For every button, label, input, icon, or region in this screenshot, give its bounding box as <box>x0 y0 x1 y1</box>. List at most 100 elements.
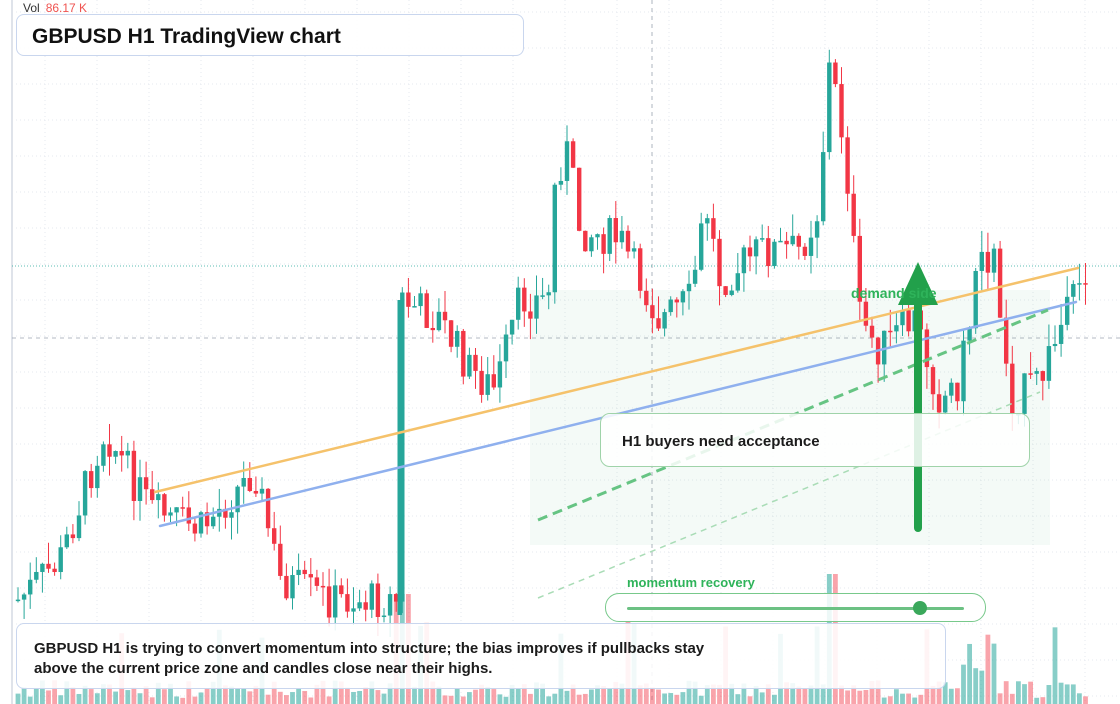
candle <box>570 138 576 169</box>
candle <box>101 441 106 472</box>
volume-bar <box>515 688 521 704</box>
momentum-label: momentum recovery <box>627 575 755 590</box>
candle <box>503 324 509 379</box>
candle-body <box>674 299 679 303</box>
candle-body <box>497 361 503 388</box>
candle-body <box>882 330 887 365</box>
volume-bar <box>1022 684 1027 704</box>
candle-body <box>1010 363 1015 415</box>
candle-body <box>333 585 338 618</box>
candle <box>668 296 673 316</box>
candle <box>46 542 51 573</box>
volume-bar <box>839 685 844 704</box>
momentum-knob[interactable] <box>913 601 928 615</box>
candle <box>241 461 246 504</box>
candle-body <box>973 270 978 329</box>
volume-bar <box>686 680 692 704</box>
candle <box>705 213 710 241</box>
volume-bar <box>76 693 82 704</box>
candle-body <box>265 488 271 529</box>
volume-bar <box>564 690 570 704</box>
candle-body <box>150 489 155 501</box>
candle <box>827 49 832 160</box>
candle <box>625 225 631 259</box>
candle-body <box>156 494 161 501</box>
volume-bar <box>131 687 137 704</box>
candle <box>1028 352 1033 379</box>
volume-bar <box>863 689 869 704</box>
candle-body <box>223 508 228 518</box>
candle-body <box>58 547 63 573</box>
candle <box>143 461 149 505</box>
candle-body <box>802 246 808 256</box>
volume-bar <box>332 680 338 704</box>
candle-body <box>595 234 600 238</box>
volume-bar <box>460 696 466 704</box>
candle-body <box>15 599 21 602</box>
candle-body <box>552 184 557 293</box>
candle-body <box>302 569 307 575</box>
volume-bar <box>997 693 1003 704</box>
volume-bar <box>326 696 332 704</box>
candle <box>778 227 783 243</box>
candle-body <box>839 84 844 138</box>
candle <box>631 241 637 259</box>
volume-bar <box>15 693 21 704</box>
candle-body <box>814 221 820 238</box>
candle <box>363 590 368 622</box>
candle-body <box>345 594 350 612</box>
candle <box>34 557 39 584</box>
candle-body <box>375 583 381 617</box>
volume-bar <box>180 697 186 704</box>
candle-body <box>351 608 356 612</box>
candle <box>259 477 265 501</box>
candle <box>436 298 442 332</box>
volume-bar <box>363 687 369 704</box>
candle <box>686 270 692 310</box>
candle <box>772 238 777 269</box>
volume-bar <box>149 697 155 704</box>
candle <box>723 286 728 298</box>
chart-title: GBPUSD H1 TradingView chart <box>32 25 341 48</box>
volume-bar <box>1028 681 1033 704</box>
volume-bar <box>930 685 936 704</box>
volume-bar <box>1046 685 1052 704</box>
candle-body <box>692 269 698 284</box>
candle-body <box>326 586 332 618</box>
candle <box>967 326 972 355</box>
candle-body <box>394 594 399 602</box>
momentum-slider[interactable] <box>605 593 986 622</box>
candle <box>64 526 69 550</box>
volume-bar <box>33 687 39 704</box>
candle <box>1034 367 1039 386</box>
candle-body <box>479 370 484 395</box>
candle <box>278 525 283 580</box>
volume-bar <box>948 688 954 704</box>
volume-bar <box>729 683 735 704</box>
candle-body <box>89 471 94 489</box>
volume-label: Vol <box>23 1 40 15</box>
candle <box>461 328 466 385</box>
candle-body <box>930 367 936 395</box>
candle-body <box>1034 371 1039 374</box>
candle-body <box>888 330 893 333</box>
candle-body <box>522 287 527 312</box>
volume-bar <box>52 680 57 704</box>
candle-body <box>650 305 655 319</box>
candle <box>320 572 326 606</box>
volume-bar <box>107 684 112 704</box>
volume-bar <box>314 684 320 704</box>
candle <box>991 243 997 283</box>
candle-body <box>997 248 1003 318</box>
volume-bar <box>503 696 509 704</box>
candle-body <box>570 141 576 168</box>
candle-body <box>28 579 33 595</box>
candle-body <box>644 290 649 306</box>
candle <box>82 470 88 525</box>
volume-bar <box>534 682 539 704</box>
candle <box>808 220 814 274</box>
candle <box>137 459 143 521</box>
volume-bar <box>253 685 259 704</box>
candle-body <box>619 230 625 243</box>
